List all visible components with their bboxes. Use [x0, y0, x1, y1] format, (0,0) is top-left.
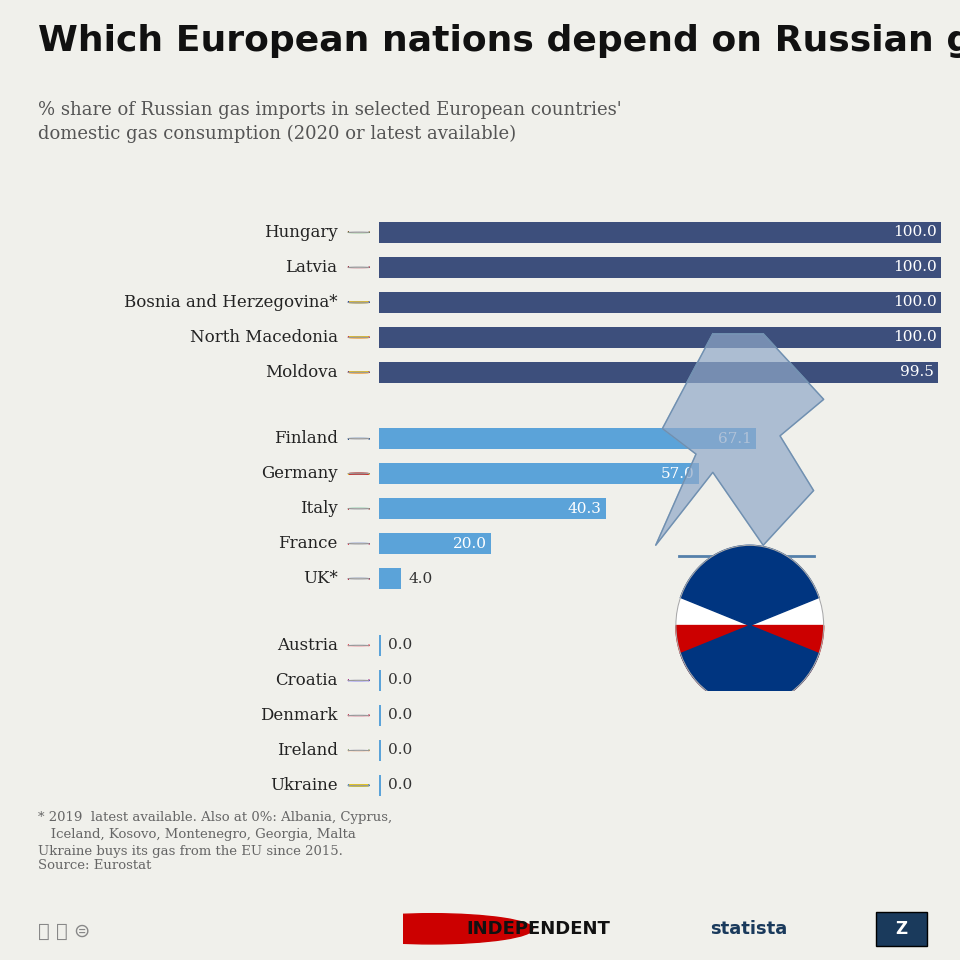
FancyBboxPatch shape [379, 362, 938, 383]
Text: 100.0: 100.0 [893, 260, 937, 275]
Polygon shape [676, 626, 824, 706]
FancyBboxPatch shape [379, 326, 941, 348]
FancyBboxPatch shape [379, 464, 700, 484]
Text: Ireland: Ireland [276, 742, 338, 759]
Polygon shape [676, 545, 824, 626]
Text: Hungary: Hungary [264, 224, 338, 241]
Polygon shape [681, 545, 819, 706]
FancyBboxPatch shape [379, 292, 941, 313]
Text: Germany: Germany [261, 466, 338, 482]
Text: % share of Russian gas imports in selected European countries'
domestic gas cons: % share of Russian gas imports in select… [38, 101, 622, 143]
FancyBboxPatch shape [379, 568, 401, 589]
Text: 0.0: 0.0 [388, 638, 413, 653]
FancyBboxPatch shape [379, 740, 381, 761]
Text: Austria: Austria [276, 636, 338, 654]
Text: 0.0: 0.0 [388, 708, 413, 722]
FancyBboxPatch shape [379, 256, 941, 277]
Text: 40.3: 40.3 [567, 502, 601, 516]
Text: 67.1: 67.1 [718, 432, 752, 445]
Text: 0.0: 0.0 [388, 673, 413, 687]
Text: Italy: Italy [300, 500, 338, 517]
Text: 20.0: 20.0 [453, 537, 487, 551]
Circle shape [331, 914, 533, 944]
FancyBboxPatch shape [379, 498, 606, 519]
FancyBboxPatch shape [379, 428, 756, 449]
Text: 99.5: 99.5 [900, 365, 934, 379]
Text: Moldova: Moldova [265, 364, 338, 381]
Text: 57.0: 57.0 [661, 467, 695, 481]
Text: 100.0: 100.0 [893, 226, 937, 239]
Text: UK*: UK* [302, 570, 338, 588]
Text: Bosnia and Herzegovina*: Bosnia and Herzegovina* [124, 294, 338, 311]
Text: Which European nations depend on Russian gas?: Which European nations depend on Russian… [38, 24, 960, 58]
Text: Latvia: Latvia [285, 258, 338, 276]
Text: Ⓒ Ⓘ ⊜: Ⓒ Ⓘ ⊜ [38, 922, 91, 941]
Text: Z: Z [896, 920, 908, 938]
Text: 0.0: 0.0 [388, 779, 413, 792]
Text: Croatia: Croatia [276, 672, 338, 689]
Text: * 2019  latest available. Also at 0%: Albania, Cyprus,
   Iceland, Kosovo, Monte: * 2019 latest available. Also at 0%: Alb… [38, 811, 393, 858]
Text: 100.0: 100.0 [893, 330, 937, 345]
Text: Ukraine: Ukraine [270, 777, 338, 794]
Text: 100.0: 100.0 [893, 296, 937, 309]
Text: statista: statista [710, 920, 787, 938]
FancyBboxPatch shape [379, 670, 381, 691]
Text: 0.0: 0.0 [388, 743, 413, 757]
Text: INDEPENDENT: INDEPENDENT [467, 920, 611, 938]
Text: North Macedonia: North Macedonia [189, 328, 338, 346]
Text: 4.0: 4.0 [409, 572, 433, 586]
FancyBboxPatch shape [379, 534, 492, 554]
Polygon shape [656, 334, 824, 545]
FancyBboxPatch shape [876, 912, 927, 947]
FancyBboxPatch shape [379, 705, 381, 726]
FancyBboxPatch shape [379, 635, 381, 656]
Text: Source: Eurostat: Source: Eurostat [38, 859, 152, 873]
Text: France: France [278, 536, 338, 552]
Text: Finland: Finland [274, 430, 338, 447]
FancyBboxPatch shape [379, 775, 381, 796]
FancyBboxPatch shape [379, 222, 941, 243]
Text: Denmark: Denmark [260, 707, 338, 724]
